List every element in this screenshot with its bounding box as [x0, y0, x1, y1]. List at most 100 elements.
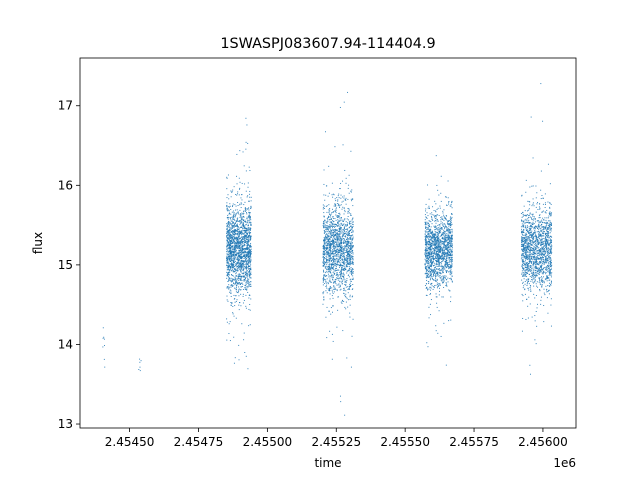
- data-point: [343, 238, 345, 240]
- data-point: [250, 267, 252, 269]
- data-point: [434, 237, 436, 239]
- data-point: [232, 264, 234, 266]
- data-point: [323, 263, 325, 265]
- data-point: [425, 261, 427, 263]
- data-point: [237, 193, 239, 195]
- data-point: [436, 260, 438, 262]
- data-point: [230, 252, 231, 254]
- data-point: [442, 210, 444, 212]
- data-point: [334, 238, 336, 240]
- data-point: [331, 235, 333, 237]
- data-point: [232, 226, 234, 228]
- data-point: [241, 253, 243, 255]
- data-point: [331, 234, 333, 236]
- data-point: [228, 226, 230, 228]
- data-point: [226, 233, 228, 235]
- data-point: [451, 229, 453, 231]
- data-point: [328, 267, 330, 269]
- data-point: [427, 241, 429, 243]
- data-point: [230, 268, 232, 270]
- data-point: [441, 238, 443, 240]
- data-point: [448, 320, 450, 322]
- data-point: [342, 200, 344, 202]
- data-point: [234, 255, 236, 257]
- data-point: [228, 239, 230, 241]
- data-point: [336, 229, 338, 231]
- data-point: [245, 233, 247, 235]
- data-point: [329, 298, 331, 300]
- data-point: [430, 215, 432, 217]
- data-point: [231, 220, 233, 222]
- data-point: [323, 183, 325, 185]
- data-point: [438, 244, 440, 246]
- data-point: [330, 260, 332, 262]
- data-point: [327, 267, 329, 269]
- data-point: [330, 215, 332, 217]
- data-point: [234, 234, 236, 236]
- data-point: [444, 263, 446, 265]
- data-point: [331, 287, 333, 289]
- data-point: [234, 254, 236, 256]
- data-point: [328, 258, 330, 260]
- data-point: [341, 269, 343, 271]
- data-point: [443, 322, 445, 324]
- data-point: [448, 232, 450, 234]
- data-point: [333, 268, 335, 270]
- data-point: [346, 244, 348, 246]
- data-point: [229, 260, 231, 262]
- data-point: [323, 261, 325, 263]
- data-point: [338, 286, 340, 288]
- data-point: [437, 220, 439, 222]
- data-point: [231, 259, 233, 261]
- data-point: [440, 219, 442, 221]
- data-point: [450, 269, 452, 271]
- data-point: [443, 246, 445, 248]
- data-point: [327, 220, 329, 222]
- data-point: [336, 245, 338, 247]
- data-point: [347, 263, 349, 265]
- data-point: [243, 226, 245, 228]
- data-point: [432, 255, 434, 257]
- data-point: [248, 214, 250, 216]
- data-point: [229, 203, 231, 205]
- data-point: [326, 242, 328, 244]
- data-point: [451, 218, 453, 220]
- data-point: [448, 228, 450, 230]
- data-point: [441, 235, 443, 237]
- data-point: [451, 200, 453, 202]
- data-point: [240, 249, 242, 251]
- data-point: [237, 231, 239, 233]
- data-point: [226, 247, 228, 249]
- data-point: [430, 249, 432, 251]
- data-point: [334, 252, 336, 254]
- data-point: [447, 223, 449, 225]
- data-point: [226, 256, 228, 258]
- data-point: [247, 242, 249, 244]
- data-point: [342, 265, 344, 267]
- data-point: [236, 285, 238, 287]
- data-point: [243, 240, 245, 242]
- data-point: [434, 220, 436, 222]
- data-point: [433, 250, 435, 252]
- data-point: [234, 357, 236, 359]
- data-point: [244, 244, 246, 246]
- data-point: [347, 254, 349, 256]
- data-point: [433, 238, 435, 240]
- data-point: [431, 233, 433, 235]
- data-point: [326, 287, 328, 289]
- data-point: [244, 183, 246, 185]
- data-point: [437, 258, 439, 260]
- data-point: [443, 252, 445, 254]
- data-point: [329, 245, 331, 247]
- data-point: [441, 253, 443, 255]
- data-point: [342, 275, 344, 277]
- data-point: [324, 231, 326, 233]
- data-point: [231, 251, 233, 253]
- data-point: [322, 256, 324, 258]
- data-point: [243, 212, 245, 214]
- data-point: [451, 262, 453, 264]
- data-point: [237, 226, 239, 228]
- data-point: [226, 262, 228, 264]
- data-point: [329, 280, 331, 282]
- data-point: [449, 220, 451, 222]
